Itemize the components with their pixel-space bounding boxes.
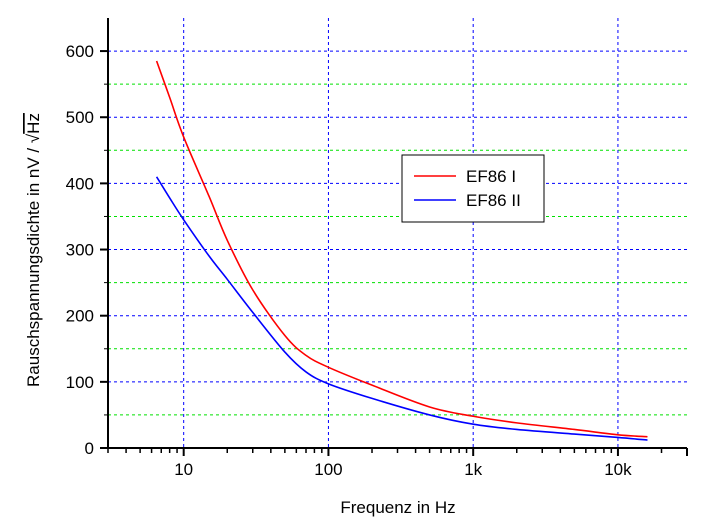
y-tick-label: 300 <box>66 241 94 260</box>
series-line-ef86-ii <box>155 176 648 441</box>
axes <box>100 18 688 456</box>
legend-label-ef86-ii: EF86 II <box>466 191 521 210</box>
sqrt-sign: √ <box>24 133 43 143</box>
y-axis-label-unit: Hz <box>24 113 43 134</box>
x-tick-label: 10k <box>604 460 632 479</box>
y-tick-label: 0 <box>85 439 94 458</box>
x-tick-label: 1k <box>464 460 482 479</box>
grid <box>108 18 687 448</box>
x-tick-label: 100 <box>314 460 342 479</box>
y-tick-label: 600 <box>66 42 94 61</box>
legend: EF86 I EF86 II <box>401 154 545 223</box>
y-tick-label: 100 <box>66 373 94 392</box>
svg-text:Rauschspannungsdichte in nV /: Rauschspannungsdichte in nV / √Hz <box>24 113 43 387</box>
y-axis-label: Rauschspannungsdichte in nV / <box>24 143 43 387</box>
series <box>155 60 648 441</box>
x-axis-label: Frequenz in Hz <box>340 498 455 517</box>
legend-label-ef86-i: EF86 I <box>466 167 516 186</box>
series-line-ef86-i <box>155 60 648 438</box>
x-tick-label: 10 <box>174 460 193 479</box>
tick-labels: 0 100 200 300 400 500 600 10 100 1k 10k <box>66 42 633 479</box>
y-axis-label-group: Rauschspannungsdichte in nV / √Hz <box>24 113 43 387</box>
y-tick-label: 200 <box>66 307 94 326</box>
y-tick-label: 400 <box>66 174 94 193</box>
y-tick-label: 500 <box>66 108 94 127</box>
